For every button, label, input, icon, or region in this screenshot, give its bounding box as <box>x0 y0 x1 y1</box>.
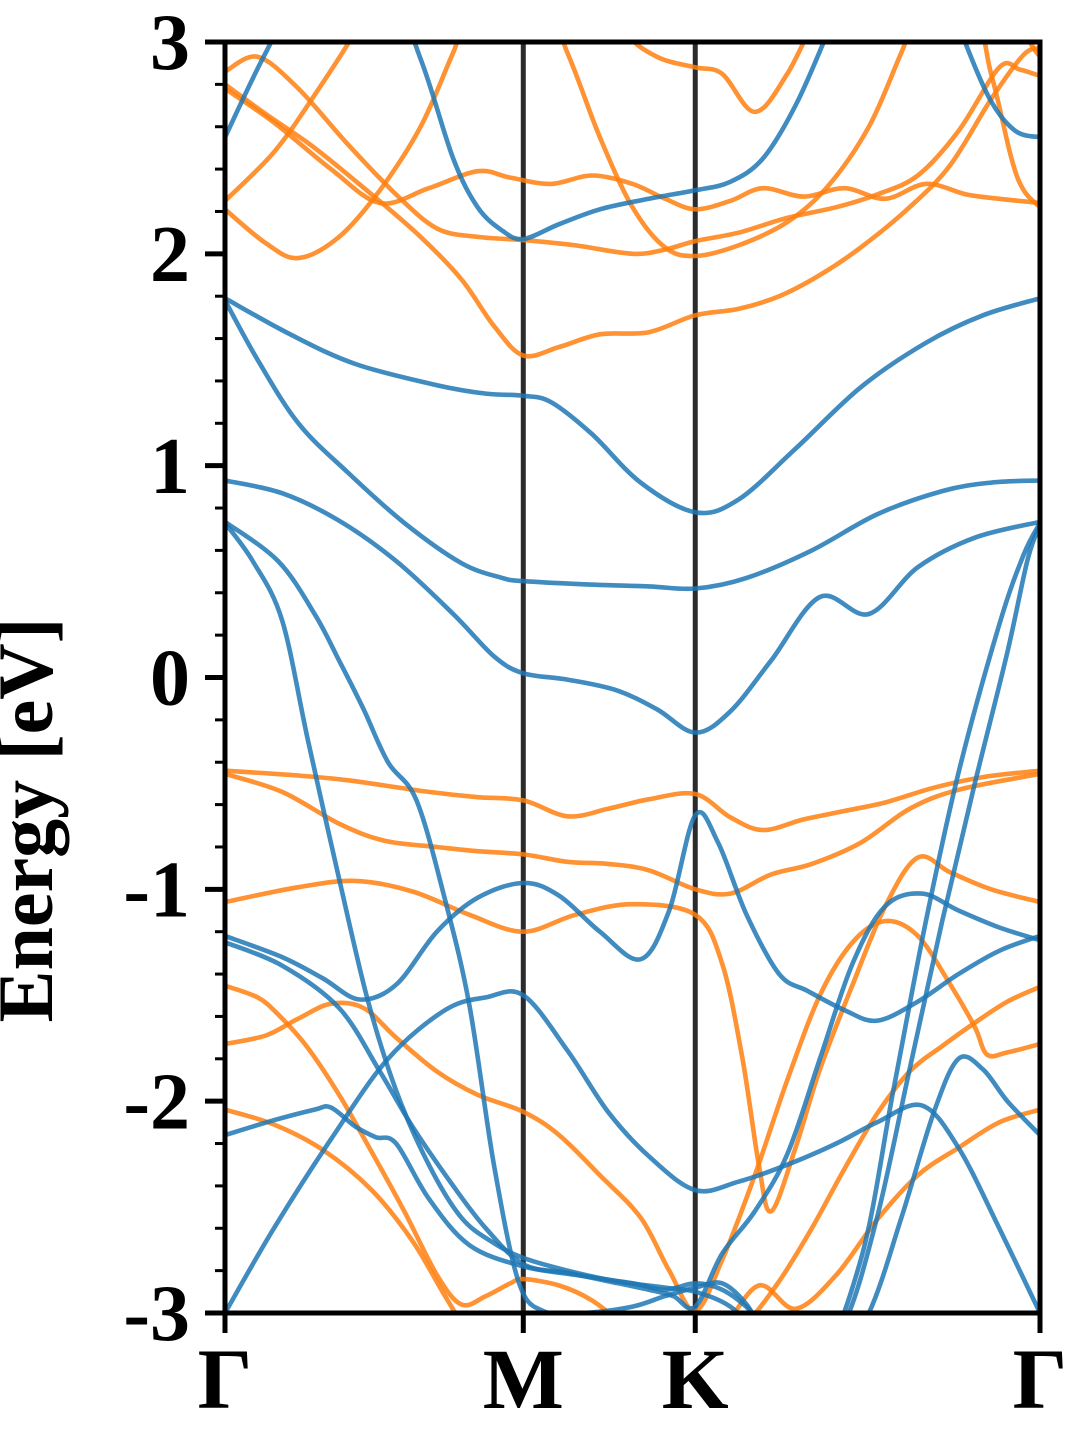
y-tick-label: 1 <box>150 423 190 511</box>
band-orange-03 <box>225 86 1040 212</box>
band-orange-04 <box>225 42 1040 259</box>
band-blue-02 <box>225 296 1040 516</box>
band-blue-10 <box>225 989 1040 1313</box>
x-tick-label: Γ <box>1013 1331 1068 1427</box>
y-tick-label: -3 <box>123 1270 190 1358</box>
x-tick-label: Γ <box>198 1331 253 1427</box>
band-orange-07 <box>225 771 1040 897</box>
band-blue-01 <box>225 42 1040 242</box>
y-tick-label: 2 <box>150 211 190 299</box>
band-blue-07 <box>225 810 1040 1024</box>
y-tick-label: 0 <box>150 635 190 723</box>
band-blue-06 <box>225 519 1040 1313</box>
band-blue-04 <box>225 478 1040 735</box>
y-tick-label: -2 <box>123 1058 190 1146</box>
y-tick-label: -1 <box>123 847 190 935</box>
band-blue-09 <box>225 1054 1040 1313</box>
band-orange-09 <box>225 983 1040 1313</box>
x-tick-label: K <box>662 1331 729 1427</box>
y-tick-label: 3 <box>150 0 190 87</box>
band-orange-05 <box>225 42 1040 261</box>
band-orange-08 <box>225 854 1040 1214</box>
band-blue-03 <box>225 299 1040 592</box>
y-axis-label: Energy [eV] <box>0 617 69 1022</box>
x-tick-label: M <box>483 1331 564 1427</box>
band-blue-08 <box>225 891 1040 1311</box>
band-orange-06 <box>225 768 1040 833</box>
